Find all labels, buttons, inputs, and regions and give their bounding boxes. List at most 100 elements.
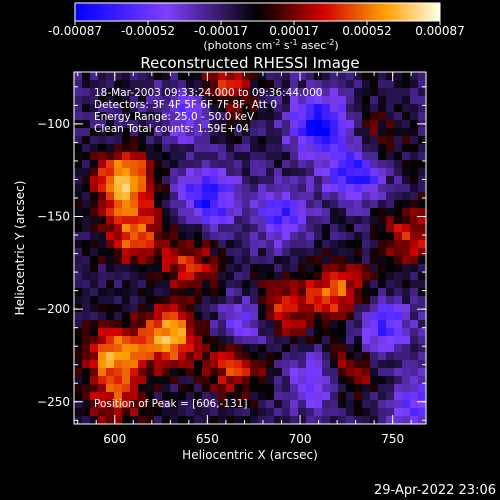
heatmap-cell <box>218 264 227 273</box>
heatmap-cell <box>378 256 387 265</box>
heatmap-cell <box>338 352 347 361</box>
heatmap-cell <box>362 296 371 305</box>
heatmap-cell <box>98 280 107 289</box>
heatmap-cell <box>394 344 403 353</box>
heatmap-cell <box>122 296 131 305</box>
heatmap-cell <box>386 264 395 273</box>
heatmap-cell <box>82 104 91 113</box>
heatmap-cell <box>210 328 219 337</box>
heatmap-cell <box>138 80 147 89</box>
heatmap-cell <box>242 112 251 121</box>
heatmap-cell <box>298 80 307 89</box>
heatmap-cell <box>138 304 147 313</box>
heatmap-cell <box>170 384 179 393</box>
heatmap-cell <box>202 264 211 273</box>
heatmap-cell <box>298 256 307 265</box>
heatmap-cell <box>274 352 283 361</box>
heatmap-cell <box>194 216 203 225</box>
heatmap-cell <box>314 152 323 161</box>
heatmap-cell <box>178 216 187 225</box>
heatmap-cell <box>234 72 243 81</box>
heatmap-cell <box>74 352 83 361</box>
heatmap-cell <box>330 120 339 129</box>
heatmap-cell <box>170 376 179 385</box>
heatmap-cell <box>370 376 379 385</box>
heatmap-cell <box>234 208 243 217</box>
heatmap-cell <box>170 72 179 81</box>
heatmap-cell <box>330 320 339 329</box>
heatmap-cell <box>186 376 195 385</box>
heatmap-cell <box>146 344 155 353</box>
heatmap-cell <box>354 200 363 209</box>
heatmap-cell <box>354 392 363 401</box>
heatmap-cell <box>418 224 427 233</box>
heatmap-cell <box>114 232 123 241</box>
heatmap-cell <box>210 288 219 297</box>
heatmap-cell <box>282 360 291 369</box>
heatmap-cell <box>266 112 275 121</box>
heatmap-cell <box>242 312 251 321</box>
heatmap-cell <box>402 160 411 169</box>
heatmap-cell <box>242 240 251 249</box>
heatmap-cell <box>394 272 403 281</box>
heatmap-cell <box>250 376 259 385</box>
heatmap-cell <box>178 288 187 297</box>
heatmap-cell <box>378 128 387 137</box>
heatmap-cell <box>394 144 403 153</box>
heatmap-cell <box>186 296 195 305</box>
heatmap-cell <box>370 248 379 257</box>
heatmap-cell <box>314 216 323 225</box>
heatmap-cell <box>370 312 379 321</box>
heatmap-cell <box>418 184 427 193</box>
heatmap-cell <box>114 320 123 329</box>
heatmap-cell <box>106 392 115 401</box>
heatmap-cell <box>138 152 147 161</box>
heatmap-cell <box>266 200 275 209</box>
heatmap-cell <box>74 376 83 385</box>
heatmap-cell <box>130 400 139 409</box>
heatmap-cell <box>298 128 307 137</box>
heatmap-cell <box>250 416 259 425</box>
heatmap-cell <box>282 96 291 105</box>
heatmap-cell <box>146 216 155 225</box>
heatmap-cell <box>378 360 387 369</box>
heatmap-cell <box>330 296 339 305</box>
heatmap-cell <box>410 264 419 273</box>
heatmap-cell <box>378 96 387 105</box>
heatmap-cell <box>362 272 371 281</box>
heatmap-cell <box>410 200 419 209</box>
heatmap-cell <box>114 120 123 129</box>
heatmap-cell <box>202 288 211 297</box>
heatmap-cell <box>410 192 419 201</box>
heatmap-cell <box>122 96 131 105</box>
heatmap-cell <box>418 208 427 217</box>
heatmap-cell <box>98 104 107 113</box>
heatmap-cell <box>114 400 123 409</box>
heatmap-cell <box>386 96 395 105</box>
heatmap-cell <box>298 224 307 233</box>
heatmap-cell <box>154 352 163 361</box>
heatmap-cell <box>410 136 419 145</box>
heatmap-cell <box>354 280 363 289</box>
heatmap-cell <box>322 368 331 377</box>
heatmap-cell <box>170 312 179 321</box>
heatmap-cell <box>266 176 275 185</box>
heatmap-cell <box>90 248 99 257</box>
heatmap-cell <box>282 352 291 361</box>
heatmap-cell <box>250 264 259 273</box>
heatmap-cell <box>186 328 195 337</box>
heatmap-cell <box>226 184 235 193</box>
heatmap-cell <box>346 80 355 89</box>
heatmap-cell <box>74 312 83 321</box>
heatmap-cell <box>306 200 315 209</box>
heatmap-cell <box>394 240 403 249</box>
heatmap-cell <box>330 280 339 289</box>
heatmap-cell <box>122 112 131 121</box>
heatmap-cell <box>194 416 203 425</box>
heatmap-cell <box>106 384 115 393</box>
heatmap-cell <box>418 400 427 409</box>
heatmap-cell <box>122 80 131 89</box>
heatmap-cell <box>386 72 395 81</box>
heatmap-cell <box>266 136 275 145</box>
heatmap-cell <box>258 336 267 345</box>
